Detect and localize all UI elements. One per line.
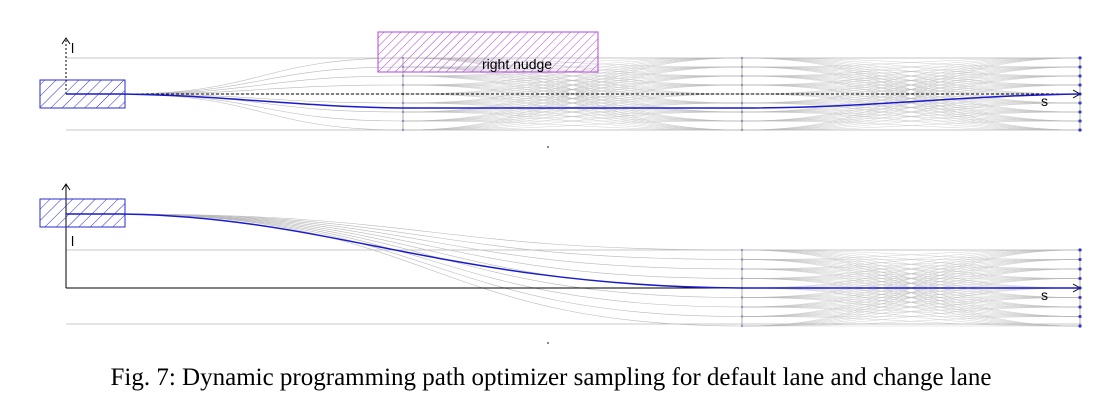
sample-curve xyxy=(119,213,743,260)
sample-curve xyxy=(741,66,1081,131)
sample-curve xyxy=(741,84,1081,131)
sample-curve xyxy=(741,249,1081,317)
top-l-axis-arrowhead xyxy=(61,37,71,45)
sample-curve xyxy=(119,213,743,289)
top-obstacle-right-nudge xyxy=(377,31,599,73)
bottom-optimized-path xyxy=(66,213,1080,289)
bottom-panel: l s xyxy=(39,183,1082,344)
sample-curve xyxy=(402,102,743,131)
sample-curve xyxy=(119,213,743,308)
sample-curve xyxy=(119,213,743,270)
bottom-l-label: l xyxy=(71,233,74,249)
figure-caption: Fig. 7: Dynamic programming path optimiz… xyxy=(110,364,992,391)
sample-curve xyxy=(119,213,743,298)
sample-curve xyxy=(741,278,1081,327)
sample-curve xyxy=(119,57,404,95)
sample-curve xyxy=(119,75,404,95)
obstacle-label: right nudge xyxy=(482,56,552,72)
sample-curve xyxy=(741,57,1081,122)
top-dot-marker xyxy=(547,146,549,148)
sample-curve xyxy=(402,120,743,131)
sample-curve xyxy=(741,57,1081,68)
bottom-lane-lines xyxy=(66,249,1082,325)
sample-curve xyxy=(402,57,743,122)
sample-curve xyxy=(741,297,1081,327)
sample-curve xyxy=(402,57,743,104)
sample-curve xyxy=(741,57,1081,86)
sample-curve xyxy=(119,213,743,327)
sample-curve xyxy=(741,249,1081,260)
sample-curve xyxy=(741,102,1081,131)
sample-curve xyxy=(402,111,743,131)
top-l-label: l xyxy=(71,40,74,56)
sample-curve xyxy=(402,93,743,131)
sample-curve xyxy=(741,57,1081,95)
sample-curve xyxy=(119,93,404,113)
bottom-dot-marker xyxy=(547,342,549,344)
sample-curve xyxy=(741,249,1081,289)
sample-curve xyxy=(741,120,1081,131)
sample-curve xyxy=(119,93,404,131)
sample-curve xyxy=(741,57,1081,104)
figure-diagram: right nudge l s l s xyxy=(39,31,1082,344)
top-panel: right nudge l s xyxy=(39,31,1082,148)
sample-curve xyxy=(402,66,743,131)
sample-curve xyxy=(741,111,1081,131)
sample-curve xyxy=(741,75,1081,131)
bottom-ego-vehicle xyxy=(39,198,126,228)
sample-curve xyxy=(402,75,743,131)
sample-curve xyxy=(402,57,743,113)
sample-curve xyxy=(119,213,743,317)
sample-curve xyxy=(741,316,1081,327)
sample-curve xyxy=(741,249,1081,270)
sample-curve xyxy=(741,57,1081,113)
sample-curve xyxy=(741,57,1081,77)
top-s-label: s xyxy=(1041,93,1048,109)
bottom-sample-lines xyxy=(119,213,1081,327)
sample-curve xyxy=(741,268,1081,327)
sample-curve xyxy=(741,259,1081,327)
sample-curve xyxy=(119,213,743,279)
sample-curve xyxy=(741,249,1081,298)
top-optimized-path xyxy=(66,93,1081,109)
sample-curve xyxy=(741,249,1081,279)
sample-curve xyxy=(119,213,743,251)
bottom-s-label: s xyxy=(1041,287,1048,303)
bottom-l-axis-arrowhead xyxy=(61,183,71,191)
sample-curve xyxy=(741,249,1081,308)
sample-curve xyxy=(119,66,404,95)
sample-curve xyxy=(741,306,1081,327)
sample-curve xyxy=(402,57,743,95)
